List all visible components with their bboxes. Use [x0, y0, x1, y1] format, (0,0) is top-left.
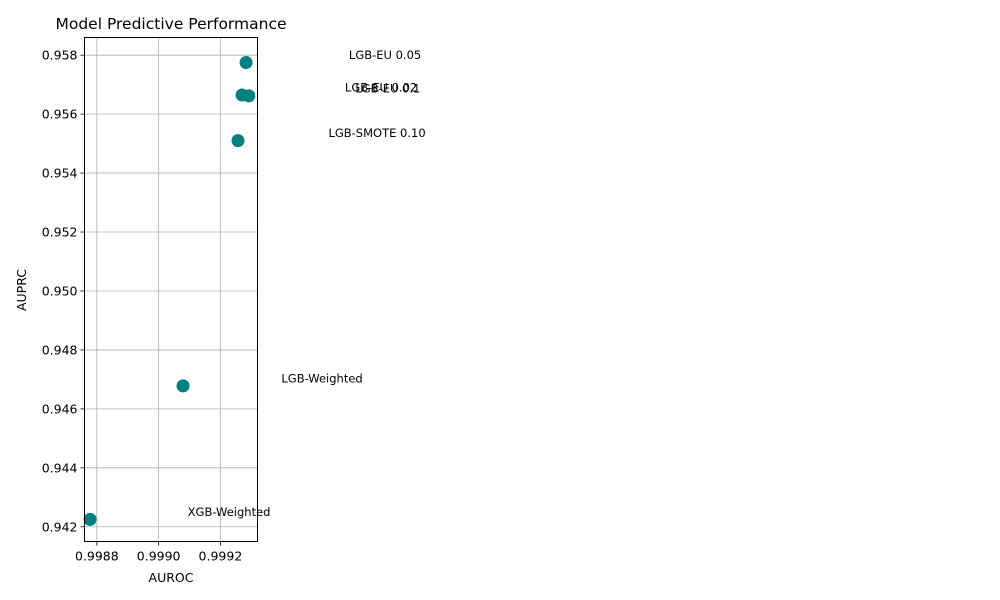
grid-lines — [84, 37, 258, 542]
x-tick-label: 0.9992 — [199, 549, 243, 564]
data-point — [176, 379, 190, 393]
point-label: LGB-SMOTE 0.10 — [328, 126, 425, 140]
point-label: LGB-EU 0.05 — [349, 48, 421, 62]
y-tick-label: 0.954 — [42, 166, 78, 181]
y-tick-label: 0.946 — [42, 401, 78, 416]
data-point — [231, 134, 245, 148]
y-tick-label: 0.948 — [42, 342, 78, 357]
x-tick-label: 0.9990 — [137, 549, 181, 564]
data-points — [83, 56, 256, 526]
plot-frame — [84, 37, 258, 542]
point-label: LGB-Weighted — [281, 371, 362, 385]
y-tick-label: 0.958 — [42, 48, 78, 63]
y-tick-label: 0.950 — [42, 283, 78, 298]
y-tick-label: 0.952 — [42, 225, 78, 240]
point-label: LGB-EU 0.02 — [345, 80, 417, 94]
point-label: LGB-EU 0.1 — [355, 81, 420, 95]
y-axis-title: AUPRC — [14, 269, 29, 311]
axis-ticks: 0.9988 0.9990 0.9992 0.942 0.944 0.946 0.948 0.… — [42, 48, 243, 564]
y-tick-label: 0.944 — [42, 460, 78, 475]
y-tick-label: 0.956 — [42, 107, 78, 122]
y-tick-label: 0.942 — [42, 519, 78, 534]
data-point — [242, 89, 256, 103]
chart-title: Model Predictive Performance — [55, 15, 286, 33]
x-tick-label: 0.9988 — [75, 549, 119, 564]
data-point — [83, 512, 97, 526]
data-point — [239, 56, 253, 70]
point-label: XGB-Weighted — [188, 505, 271, 519]
x-axis-title: AUROC — [149, 570, 194, 585]
